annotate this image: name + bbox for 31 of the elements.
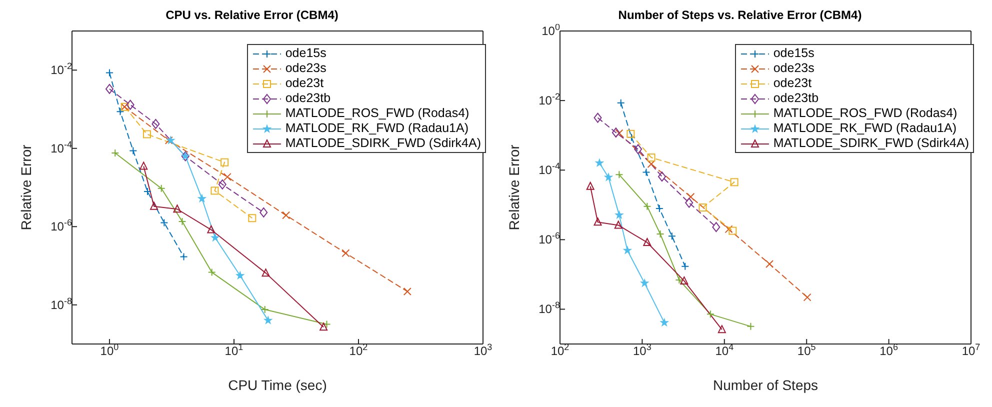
y-tick-label: 10$^{-6}$ bbox=[538, 230, 560, 247]
x-axis-title: CPU Time (sec) bbox=[228, 376, 327, 393]
x-tick-label: 10$^{7}$ bbox=[962, 342, 980, 358]
y-tick-label: 10$^{-4}$ bbox=[538, 161, 560, 178]
legend-label: ode23t bbox=[773, 76, 812, 91]
legend-label: ode23tb bbox=[773, 91, 819, 106]
y-tick-label: 10$^{-8}$ bbox=[538, 300, 560, 316]
legend-label: ode23s bbox=[285, 61, 326, 76]
legend-label: MATLODE_SDIRK_FWD (Sdirk4A) bbox=[285, 136, 481, 151]
legend-label: MATLODE_SDIRK_FWD (Sdirk4A) bbox=[773, 136, 969, 151]
chart-title: CPU vs. Relative Error (CBM4) bbox=[164, 8, 340, 24]
legend-label: ode23tb bbox=[285, 91, 331, 106]
y-tick-label: 10$^{-8}$ bbox=[50, 296, 72, 312]
y-tick-label: 10$^{-2}$ bbox=[50, 61, 72, 78]
y-tick-label: 10$^{0}$ bbox=[542, 22, 560, 38]
chart-title: Number of Steps vs. Relative Error (CBM4) bbox=[618, 8, 862, 22]
legend-label: MATLODE_ROS_FWD (Rodas4) bbox=[285, 106, 470, 121]
legend-label: ode15s bbox=[285, 46, 326, 61]
y-axis-title: Relative Error bbox=[506, 144, 522, 230]
legend-label: ode15s bbox=[773, 46, 814, 61]
legend-label: MATLODE_ROS_FWD (Rodas4) bbox=[773, 106, 958, 121]
x-tick-label: 10$^{3}$ bbox=[474, 342, 492, 358]
legend-label: ode23s bbox=[773, 61, 814, 76]
y-tick-label: 10$^{-4}$ bbox=[50, 139, 72, 156]
legend-label: MATLODE_RK_FWD (Radau1A) bbox=[773, 121, 957, 136]
x-axis-title: Number of Steps bbox=[712, 376, 818, 393]
y-tick-label: 10$^{-2}$ bbox=[538, 92, 560, 108]
y-axis-title: Relative Error bbox=[18, 144, 34, 230]
legend-label: ode23t bbox=[285, 76, 324, 91]
legend-label: MATLODE_RK_FWD (Radau1A) bbox=[285, 121, 469, 136]
y-tick-label: 10$^{-6}$ bbox=[50, 218, 72, 234]
